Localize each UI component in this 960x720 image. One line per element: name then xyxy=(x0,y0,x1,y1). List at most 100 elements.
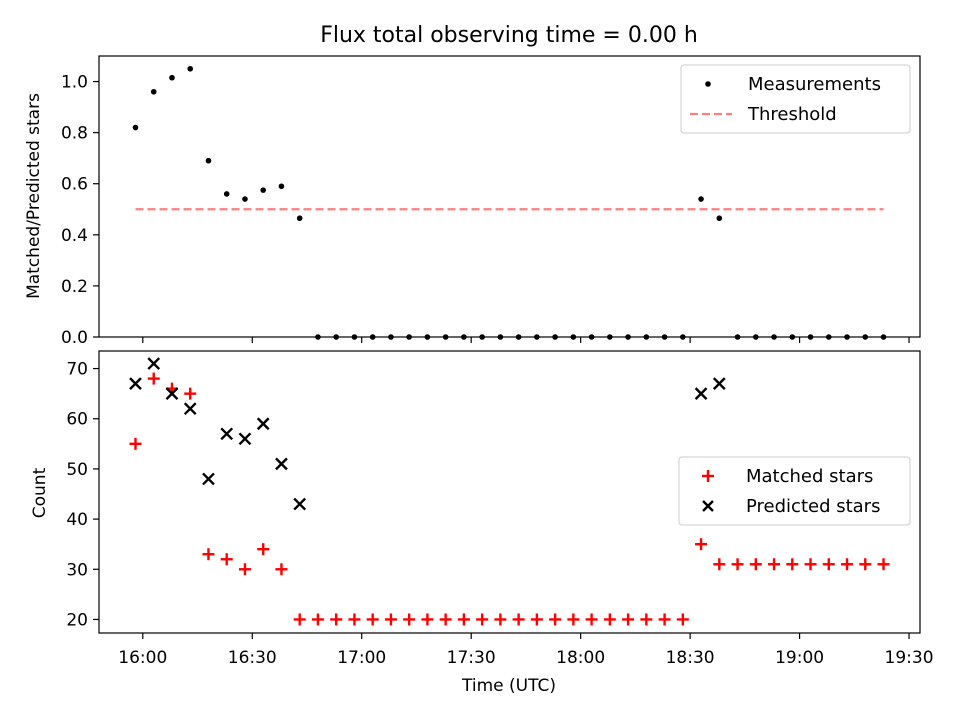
measurement-point xyxy=(169,74,175,81)
matched-star-point xyxy=(786,558,799,571)
measurement-point xyxy=(534,334,540,340)
measurement-point xyxy=(734,334,741,340)
matched-star-point xyxy=(311,613,324,626)
matched-star-point xyxy=(622,613,635,626)
matched-star-point xyxy=(147,372,160,385)
measurement-point xyxy=(789,334,796,340)
x-axis-label: Time (UTC) xyxy=(461,676,556,696)
matched-star-point xyxy=(804,558,817,571)
top-axes-frame xyxy=(98,55,921,338)
matched-star-point xyxy=(238,563,251,576)
top-legend: Measurements Threshold xyxy=(680,64,911,134)
top-x-ticks xyxy=(142,337,910,343)
top-plot-marks xyxy=(132,65,887,340)
matched-star-point xyxy=(384,613,397,626)
predicted-star-point xyxy=(275,457,288,471)
matched-star-point xyxy=(567,613,580,626)
measurement-point xyxy=(333,334,339,340)
predicted-star-point xyxy=(293,497,307,511)
matched-star-point xyxy=(585,613,598,626)
matched-star-point xyxy=(603,613,616,626)
measurement-point xyxy=(643,334,650,340)
predicted-star-point xyxy=(220,427,234,441)
matched-star-point xyxy=(202,548,215,561)
bottom-y-tick-label: 20 xyxy=(66,610,88,630)
measurement-point xyxy=(351,334,358,340)
predicted-star-point xyxy=(183,402,197,416)
legend-measurements-marker xyxy=(705,81,711,87)
bottom-y-tick-label: 50 xyxy=(66,460,88,480)
x-tick-label: 16:30 xyxy=(228,648,277,668)
matched-star-point xyxy=(476,613,489,626)
top-y-ticks: 0.0 0.2 0.4 0.6 0.8 1.0 xyxy=(61,73,99,348)
matched-star-point xyxy=(658,613,671,626)
bottom-y-ticks: 20 30 40 50 60 70 xyxy=(66,360,99,630)
matched-star-point xyxy=(457,613,470,626)
matched-star-point xyxy=(549,613,562,626)
matched-star-point xyxy=(713,558,726,571)
matched-star-point xyxy=(275,563,288,576)
bottom-y-tick-label: 40 xyxy=(66,510,88,530)
matched-star-point xyxy=(494,613,507,626)
matched-star-point xyxy=(512,613,525,626)
matched-star-point xyxy=(439,613,452,626)
measurement-point xyxy=(807,334,814,340)
predicted-star-point xyxy=(129,377,142,390)
predicted-star-point xyxy=(238,432,252,446)
figure-title: Flux total observing time = 0.00 h xyxy=(320,23,698,48)
measurement-point xyxy=(296,215,303,222)
top-y-tick-label: 0.0 xyxy=(61,328,88,348)
bottom-legend: Matched stars Predicted stars xyxy=(678,456,911,526)
measurement-point xyxy=(369,334,376,340)
matched-star-point xyxy=(129,437,142,450)
measurement-point xyxy=(388,334,394,340)
matched-star-point xyxy=(330,613,343,626)
top-y-tick-label: 0.2 xyxy=(61,277,88,297)
legend-threshold-label: Threshold xyxy=(747,104,837,125)
measurement-point xyxy=(205,157,212,164)
matched-star-point xyxy=(366,613,379,626)
measurement-point xyxy=(570,334,577,340)
bottom-y-axis-label: Count xyxy=(30,467,50,518)
legend-predicted-marker xyxy=(702,500,714,512)
legend-matched-marker xyxy=(702,470,714,482)
legend-measurements-label: Measurements xyxy=(748,74,881,95)
measurement-point xyxy=(260,187,267,193)
matched-star-point xyxy=(184,387,197,400)
top-y-axis-label: Matched/Predicted stars xyxy=(24,93,44,299)
predicted-star-point xyxy=(712,377,726,390)
measurement-point xyxy=(497,334,504,340)
measurement-point xyxy=(698,196,704,202)
x-tick-label: 17:00 xyxy=(337,648,386,668)
measurement-point xyxy=(223,191,230,197)
bottom-legend-box xyxy=(678,456,911,526)
measurement-point xyxy=(406,334,412,340)
predicted-star-point xyxy=(147,357,161,370)
matched-star-point xyxy=(695,538,708,551)
measurement-point xyxy=(515,334,522,340)
measurement-point xyxy=(315,334,321,340)
measurement-point xyxy=(132,124,139,131)
measurement-point xyxy=(661,334,668,340)
measurement-point xyxy=(680,334,686,340)
measurement-point xyxy=(825,334,832,340)
measurement-point xyxy=(424,334,431,340)
x-tick-label: 18:00 xyxy=(556,648,605,668)
measurement-point xyxy=(844,334,850,340)
bottom-axes-frame xyxy=(98,350,921,634)
measurement-point xyxy=(442,334,449,340)
bottom-panel: 20 30 40 50 60 70 16:00 16:30 17:00 17:30 18:00 18… xyxy=(30,350,934,696)
top-panel: 0.0 0.2 0.4 0.6 0.8 1.0 Matched/Predicted sta… xyxy=(24,55,921,348)
matched-star-point xyxy=(731,558,744,571)
measurement-point xyxy=(625,334,631,340)
matched-star-point xyxy=(640,613,653,626)
matched-star-point xyxy=(348,613,361,626)
matched-star-point xyxy=(421,613,434,626)
x-tick-label: 17:30 xyxy=(447,648,496,668)
top-y-tick-label: 0.6 xyxy=(61,175,88,195)
matched-star-point xyxy=(841,558,854,571)
matched-star-point xyxy=(293,613,306,626)
x-tick-label: 19:00 xyxy=(775,648,824,668)
top-y-tick-label: 0.4 xyxy=(61,226,88,246)
